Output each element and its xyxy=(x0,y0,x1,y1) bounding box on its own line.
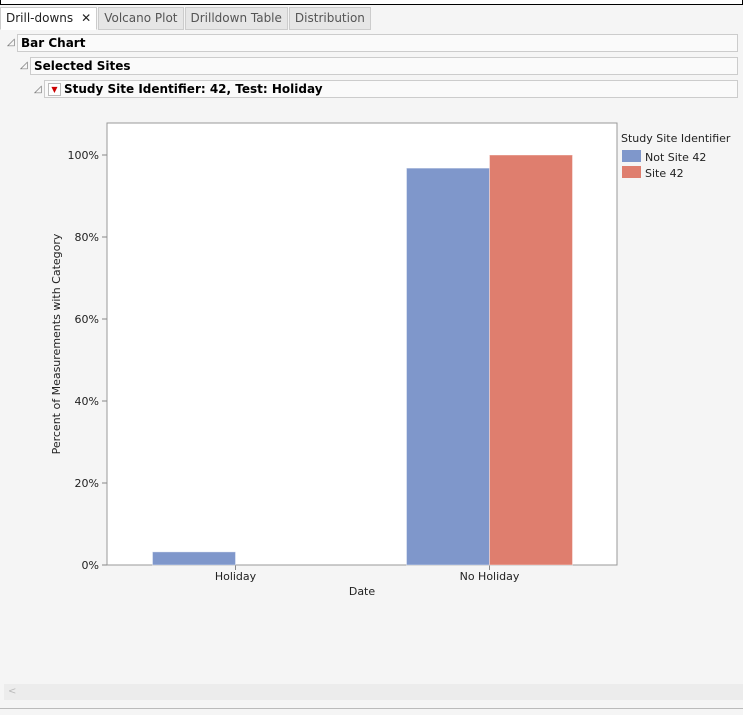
y-tick-label: 0% xyxy=(82,559,99,572)
report-title: Study Site Identifier: 42, Test: Holiday xyxy=(64,82,323,96)
tab-bar: Drill-downs ✕ Volcano Plot Drilldown Tabl… xyxy=(0,7,372,30)
y-tick-label: 40% xyxy=(75,395,99,408)
legend-label: Not Site 42 xyxy=(645,151,706,164)
legend-swatch xyxy=(622,150,641,162)
tab-drilldown-table[interactable]: Drilldown Table xyxy=(184,7,288,30)
y-axis-label: Percent of Measurements with Category xyxy=(50,233,63,454)
x-tick-label: No Holiday xyxy=(460,570,520,583)
disclosure-icon[interactable]: ◿ xyxy=(7,37,15,48)
x-axis-label: Date xyxy=(349,585,376,598)
y-tick-label: 100% xyxy=(68,149,99,162)
bar-site-42 xyxy=(489,154,573,566)
legend-title: Study Site Identifier xyxy=(621,132,731,145)
tab-volcano-plot[interactable]: Volcano Plot xyxy=(98,7,184,30)
outline-report[interactable]: ▼ Study Site Identifier: 42, Test: Holida… xyxy=(44,80,738,98)
tab-drill-downs[interactable]: Drill-downs ✕ xyxy=(0,7,98,30)
tab-distribution[interactable]: Distribution xyxy=(288,7,371,30)
legend-swatch xyxy=(622,166,641,178)
y-tick-label: 20% xyxy=(75,477,99,490)
bar-not-site-42 xyxy=(152,551,236,566)
disclosure-icon[interactable]: ◿ xyxy=(20,60,28,71)
red-triangle-menu-icon[interactable]: ▼ xyxy=(48,83,61,96)
horizontal-scrollbar[interactable]: < xyxy=(4,684,743,700)
tab-label: Drill-downs xyxy=(6,11,74,25)
y-tick-label: 60% xyxy=(75,313,99,326)
outline-bar-chart[interactable]: Bar Chart xyxy=(17,34,738,52)
bottom-border xyxy=(0,708,743,715)
x-tick-label: Holiday xyxy=(215,570,257,583)
disclosure-icon[interactable]: ◿ xyxy=(34,84,42,95)
close-icon[interactable]: ✕ xyxy=(81,11,92,25)
bar-not-site-42 xyxy=(406,167,490,566)
outline-selected-sites[interactable]: Selected Sites xyxy=(30,57,738,75)
legend-label: Site 42 xyxy=(645,167,684,180)
y-tick-label: 80% xyxy=(75,231,99,244)
